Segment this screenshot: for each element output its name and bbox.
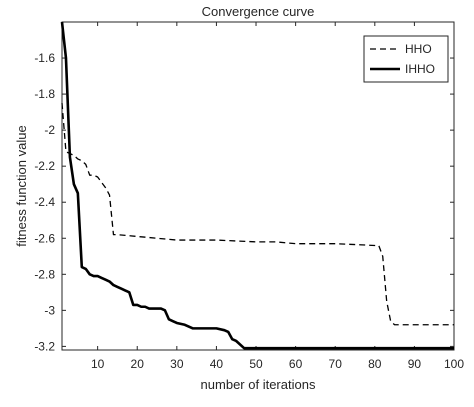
hho-series-line (61, 103, 454, 326)
legend: HHO IHHO (363, 35, 449, 83)
y-tick-label: -3.2 (34, 339, 55, 353)
x-axis-label: number of iterations (201, 377, 316, 392)
x-tick-label: 80 (368, 357, 382, 371)
x-tick-label: 70 (329, 357, 343, 371)
x-tick-label: 10 (91, 357, 105, 371)
legend-box (363, 35, 449, 83)
hho-legend-label: HHO (405, 42, 432, 56)
y-tick-label: -2.2 (34, 159, 55, 173)
series-lines (60, 21, 454, 350)
y-axis-label: fitness function value (14, 125, 29, 246)
y-tick-label: -2.4 (34, 195, 55, 209)
x-tick-label: 20 (131, 357, 145, 371)
ihho-series-line (60, 21, 454, 350)
y-tick-label: -3 (44, 303, 55, 317)
ihho-legend-label: IHHO (405, 62, 435, 76)
x-tick-label: 40 (210, 357, 224, 371)
y-tick-label: -2.6 (34, 231, 55, 245)
y-tick-label: -2 (44, 123, 55, 137)
x-tick-label: 60 (289, 357, 303, 371)
x-tick-label: 100 (444, 357, 464, 371)
x-tick-label: 90 (408, 357, 422, 371)
x-tick-label: 30 (170, 357, 184, 371)
y-tick-label: -2.8 (34, 267, 55, 281)
y-tick-label: -1.6 (34, 51, 55, 65)
chart-title: Convergence curve (202, 4, 315, 19)
x-tick-label: 50 (249, 357, 263, 371)
axis-ticks: 10 20 30 40 50 60 70 80 90 100 -1.6 -1.8 -2 -2.2 -2.4 -… (34, 22, 464, 371)
y-tick-label: -1.8 (34, 87, 55, 101)
